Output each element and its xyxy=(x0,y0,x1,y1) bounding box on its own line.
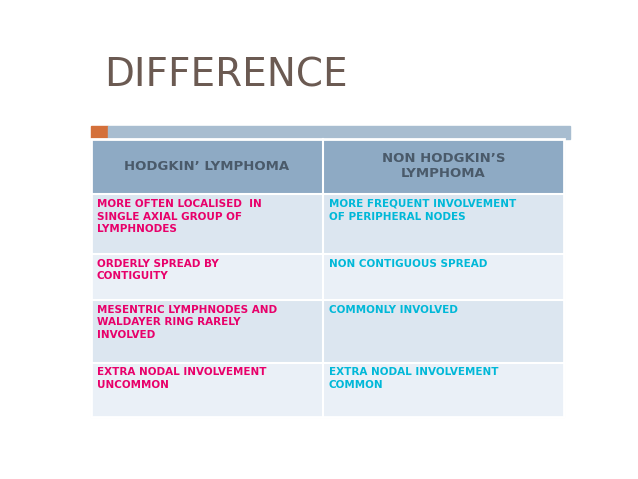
Bar xyxy=(91,300,565,363)
Bar xyxy=(108,125,570,138)
Bar xyxy=(91,363,565,417)
Text: COMMONLY INVOLVED: COMMONLY INVOLVED xyxy=(329,305,457,315)
Text: DIFFERENCE: DIFFERENCE xyxy=(105,57,348,94)
Text: NON HODGKIN’S
LYMPHOMA: NON HODGKIN’S LYMPHOMA xyxy=(382,152,505,181)
Bar xyxy=(91,254,565,300)
Text: NON CONTIGUOUS SPREAD: NON CONTIGUOUS SPREAD xyxy=(329,259,487,269)
Bar xyxy=(91,194,565,254)
Text: MORE FREQUENT INVOLVEMENT
OF PERIPHERAL NODES: MORE FREQUENT INVOLVEMENT OF PERIPHERAL … xyxy=(329,199,516,222)
Text: ORDERLY SPREAD BY
CONTIGUITY: ORDERLY SPREAD BY CONTIGUITY xyxy=(96,259,218,281)
Text: HODGKIN’ LYMPHOMA: HODGKIN’ LYMPHOMA xyxy=(124,160,289,173)
Bar xyxy=(91,125,108,138)
Text: MESENTRIC LYMPHNODES AND
WALDAYER RING RARELY
INVOLVED: MESENTRIC LYMPHNODES AND WALDAYER RING R… xyxy=(96,305,277,340)
Text: EXTRA NODAL INVOLVEMENT
UNCOMMON: EXTRA NODAL INVOLVEMENT UNCOMMON xyxy=(96,367,266,390)
Bar xyxy=(91,138,565,417)
Text: MORE OFTEN LOCALISED  IN
SINGLE AXIAL GROUP OF
LYMPHNODES: MORE OFTEN LOCALISED IN SINGLE AXIAL GRO… xyxy=(96,199,262,234)
Bar xyxy=(91,138,565,194)
Text: EXTRA NODAL INVOLVEMENT
COMMON: EXTRA NODAL INVOLVEMENT COMMON xyxy=(329,367,498,390)
